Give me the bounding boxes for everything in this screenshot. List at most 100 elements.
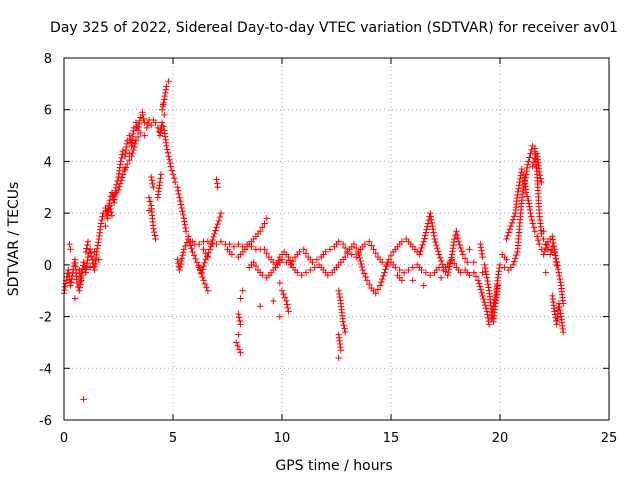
data-point-marker (451, 235, 458, 243)
data-point-marker (537, 175, 544, 182)
data-point-marker (68, 275, 75, 283)
data-point-marker (326, 246, 334, 253)
data-point-marker (156, 132, 164, 139)
data-point-marker (398, 238, 406, 245)
data-point-marker (228, 251, 236, 258)
data-point-marker (506, 226, 514, 233)
data-point-marker (428, 216, 435, 223)
data-point-marker (556, 272, 563, 280)
data-point-marker (118, 151, 126, 158)
data-point-marker (356, 254, 363, 262)
data-point-marker (503, 256, 510, 263)
data-point-marker (132, 137, 140, 144)
data-point-marker (234, 342, 241, 350)
axis-ticks (63, 57, 610, 421)
data-point-marker (80, 259, 87, 266)
data-point-marker (549, 233, 556, 240)
data-point-marker (336, 293, 343, 301)
data-point-marker (276, 279, 284, 287)
data-point-marker (195, 264, 203, 271)
data-point-marker (95, 239, 102, 246)
data-point-marker (495, 268, 503, 275)
data-point-marker (435, 251, 443, 258)
data-point-marker (174, 259, 182, 267)
y-tick-label: 8 (44, 52, 52, 67)
data-point-marker (203, 284, 210, 291)
data-point-marker (352, 244, 360, 252)
data-point-marker (482, 268, 490, 275)
data-point-marker (126, 150, 133, 157)
data-point-marker (150, 184, 157, 191)
data-point-marker (135, 123, 142, 131)
data-point-marker (522, 189, 530, 196)
data-point-marker (433, 242, 440, 249)
data-point-marker (67, 279, 75, 286)
data-point-marker (479, 253, 486, 261)
data-point-marker (481, 261, 488, 269)
data-point-marker (385, 256, 393, 263)
data-point-marker (199, 273, 206, 281)
data-point-marker (464, 259, 471, 266)
data-point-marker (384, 259, 391, 267)
data-point-marker (131, 140, 139, 148)
data-point-marker (478, 289, 485, 296)
data-point-marker (237, 321, 244, 328)
data-point-marker (200, 246, 207, 253)
data-point-marker (409, 277, 416, 284)
data-point-marker (496, 261, 504, 269)
data-point-marker (477, 240, 484, 248)
data-point-marker (344, 250, 351, 257)
data-point-marker (516, 178, 523, 186)
x-tick-label: 25 (601, 431, 618, 446)
data-point-marker (226, 240, 233, 248)
data-point-marker (421, 235, 428, 242)
data-point-marker (216, 213, 224, 221)
data-point-marker (372, 290, 379, 297)
data-point-marker (95, 256, 103, 263)
data-point-marker (185, 235, 192, 243)
data-point-marker (161, 92, 169, 100)
data-point-marker (158, 106, 166, 113)
data-point-marker (555, 269, 563, 276)
data-point-marker (76, 270, 84, 277)
data-point-marker (204, 253, 212, 261)
data-point-marker (273, 260, 281, 268)
data-point-marker (429, 222, 436, 230)
data-point-marker (118, 174, 126, 181)
data-point-marker (162, 89, 169, 97)
data-point-marker (428, 219, 436, 227)
data-point-marker (442, 268, 449, 275)
data-point-marker (175, 190, 183, 198)
data-point-marker (209, 236, 216, 244)
data-point-marker (501, 264, 508, 271)
x-tick-label: 10 (274, 431, 291, 446)
data-point-marker (186, 239, 193, 246)
data-point-marker (157, 171, 165, 178)
data-point-marker (235, 314, 243, 321)
data-point-marker (76, 266, 83, 274)
data-point-marker (556, 275, 564, 283)
data-point-marker (91, 248, 98, 256)
data-point-marker (180, 249, 187, 256)
data-point-marker (61, 286, 68, 294)
data-point-marker (514, 191, 521, 199)
data-point-marker (78, 277, 85, 284)
data-point-marker (459, 251, 467, 258)
data-point-marker (207, 243, 215, 250)
data-point-marker (150, 225, 157, 232)
data-point-marker (530, 224, 537, 231)
data-point-marker (538, 178, 545, 186)
data-point-marker (198, 270, 205, 278)
data-point-marker (171, 178, 179, 186)
data-point-marker (427, 272, 434, 279)
data-point-marker (392, 264, 399, 271)
data-point-marker (212, 227, 219, 234)
data-point-marker (281, 294, 289, 301)
data-point-marker (383, 262, 390, 270)
data-point-marker (348, 251, 355, 258)
data-point-marker (107, 205, 114, 213)
data-point-marker (217, 209, 225, 217)
data-point-marker (174, 184, 181, 191)
data-point-marker (549, 236, 557, 243)
data-point-marker (150, 228, 158, 236)
